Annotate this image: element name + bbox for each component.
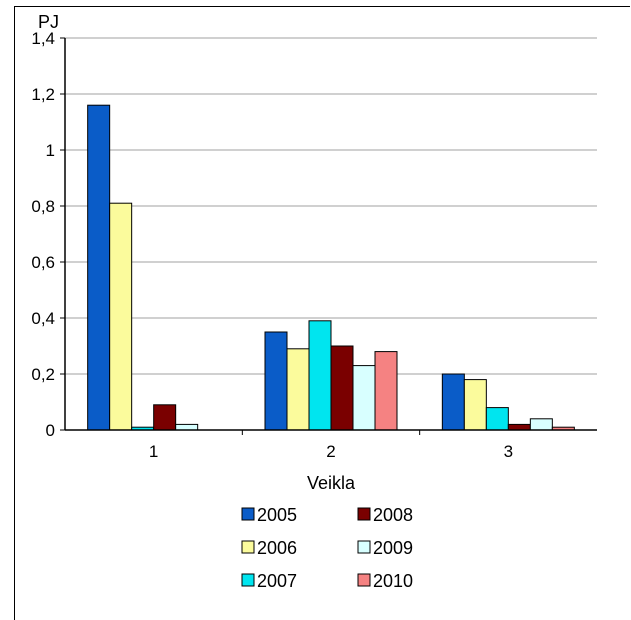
legend-swatch-2010 <box>357 573 371 587</box>
legend-swatch-2005 <box>241 507 255 521</box>
x-axis-label: Veikla <box>307 473 356 493</box>
x-tick-label: 1 <box>149 442 158 461</box>
legend-label-2009: 2009 <box>373 538 413 558</box>
y-tick-label: 0,6 <box>31 253 55 272</box>
bar-2007-cat-3 <box>485 407 509 431</box>
bar-2008-cat-1 <box>153 404 177 431</box>
legend-label-2007: 2007 <box>257 571 297 591</box>
bar-2005-cat-2 <box>264 331 288 431</box>
bar-2008-cat-2 <box>330 345 354 431</box>
legend-label-2006: 2006 <box>257 538 297 558</box>
bar-2009-cat-1 <box>175 423 199 431</box>
y-tick-labels: 0 0,2 0,4 0,6 0,8 1 1,2 1,4 <box>31 29 65 440</box>
bar-2005-cat-3 <box>441 373 465 431</box>
x-tick-labels: 1 2 3 <box>149 430 513 461</box>
legend-label-2010: 2010 <box>373 571 413 591</box>
legend-swatch-2007 <box>241 573 255 587</box>
y-tick-label: 0,8 <box>31 197 55 216</box>
y-tick-label: 1,2 <box>31 85 55 104</box>
y-tick-label: 1,4 <box>31 29 55 48</box>
legend: 2005 2006 2007 2008 2009 2010 <box>241 505 413 591</box>
legend-label-2008: 2008 <box>373 505 413 525</box>
x-tick-label: 2 <box>326 442 335 461</box>
y-tick-label: 0 <box>46 421 55 440</box>
bar-2007-cat-2 <box>308 320 332 431</box>
bar-2009-cat-2 <box>352 365 376 431</box>
legend-label-2005: 2005 <box>257 505 297 525</box>
bar-2006-cat-1 <box>109 202 133 431</box>
bar-2006-cat-3 <box>463 379 487 431</box>
y-tick-label: 1 <box>46 141 55 160</box>
bar-2008-cat-3 <box>507 423 531 431</box>
bar-2005-cat-1 <box>87 104 111 431</box>
y-tick-label: 0,4 <box>31 309 55 328</box>
bar-2009-cat-3 <box>529 418 553 431</box>
axes <box>64 38 597 431</box>
x-tick-label: 3 <box>504 442 513 461</box>
bars <box>87 104 575 431</box>
bar-2006-cat-2 <box>286 348 310 431</box>
y-axis-label: PJ <box>38 12 59 32</box>
legend-swatch-2008 <box>357 507 371 521</box>
chart-frame <box>14 6 630 620</box>
y-tick-label: 0,2 <box>31 365 55 384</box>
bar-2010-cat-2 <box>374 351 398 431</box>
legend-swatch-2006 <box>241 540 255 554</box>
legend-swatch-2009 <box>357 540 371 554</box>
